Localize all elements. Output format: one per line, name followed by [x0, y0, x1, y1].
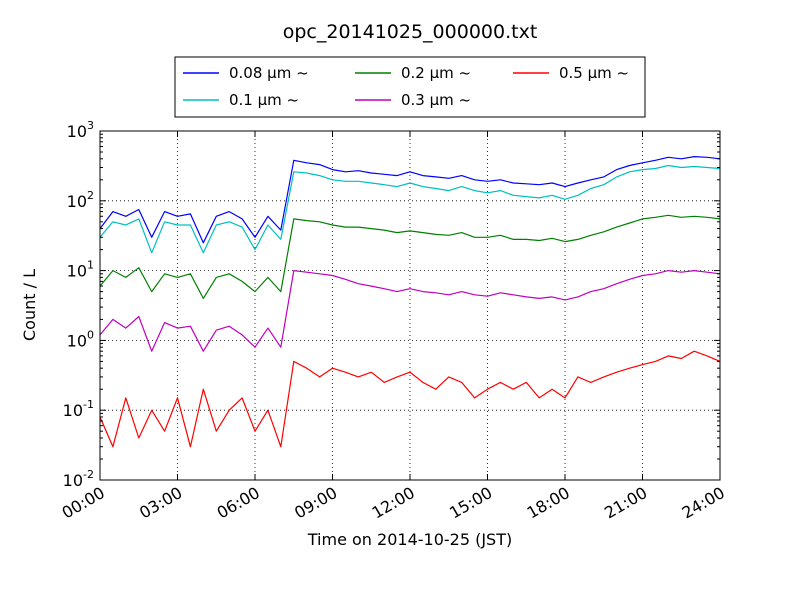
y-tick-label: 101: [67, 259, 94, 281]
legend-label: 0.3 μm ~: [401, 91, 471, 109]
y-tick-label: 10-1: [63, 398, 94, 420]
chart-title: opc_20141025_000000.txt: [283, 21, 538, 43]
legend-box: [174, 56, 646, 118]
series-line-1: [99, 156, 721, 244]
legend: 0.08 μm ~ 0.1 μm ~ 0.2 μm ~ 0.3 μm ~ 0.5 μm …: [174, 56, 646, 118]
series-line-5: [99, 350, 721, 448]
y-tick-label: 102: [67, 189, 94, 211]
y-tick-label: 100: [67, 328, 94, 350]
legend-label: 0.5 μm ~: [559, 64, 629, 82]
legend-label: 0.1 μm ~: [229, 91, 299, 109]
series-line-2: [99, 164, 721, 254]
grid: [100, 131, 720, 480]
series-lines: [99, 156, 721, 448]
y-tick-label: 103: [67, 119, 94, 141]
series-line-4: [99, 270, 721, 352]
x-axis-label: Time on 2014-10-25 (JST): [307, 530, 512, 549]
series-line-3: [99, 214, 721, 299]
legend-label: 0.08 μm ~: [229, 64, 309, 82]
y-tick-label: 10-2: [63, 468, 94, 490]
y-axis-label: Count / L: [20, 269, 39, 341]
legend-label: 0.2 μm ~: [401, 64, 471, 82]
